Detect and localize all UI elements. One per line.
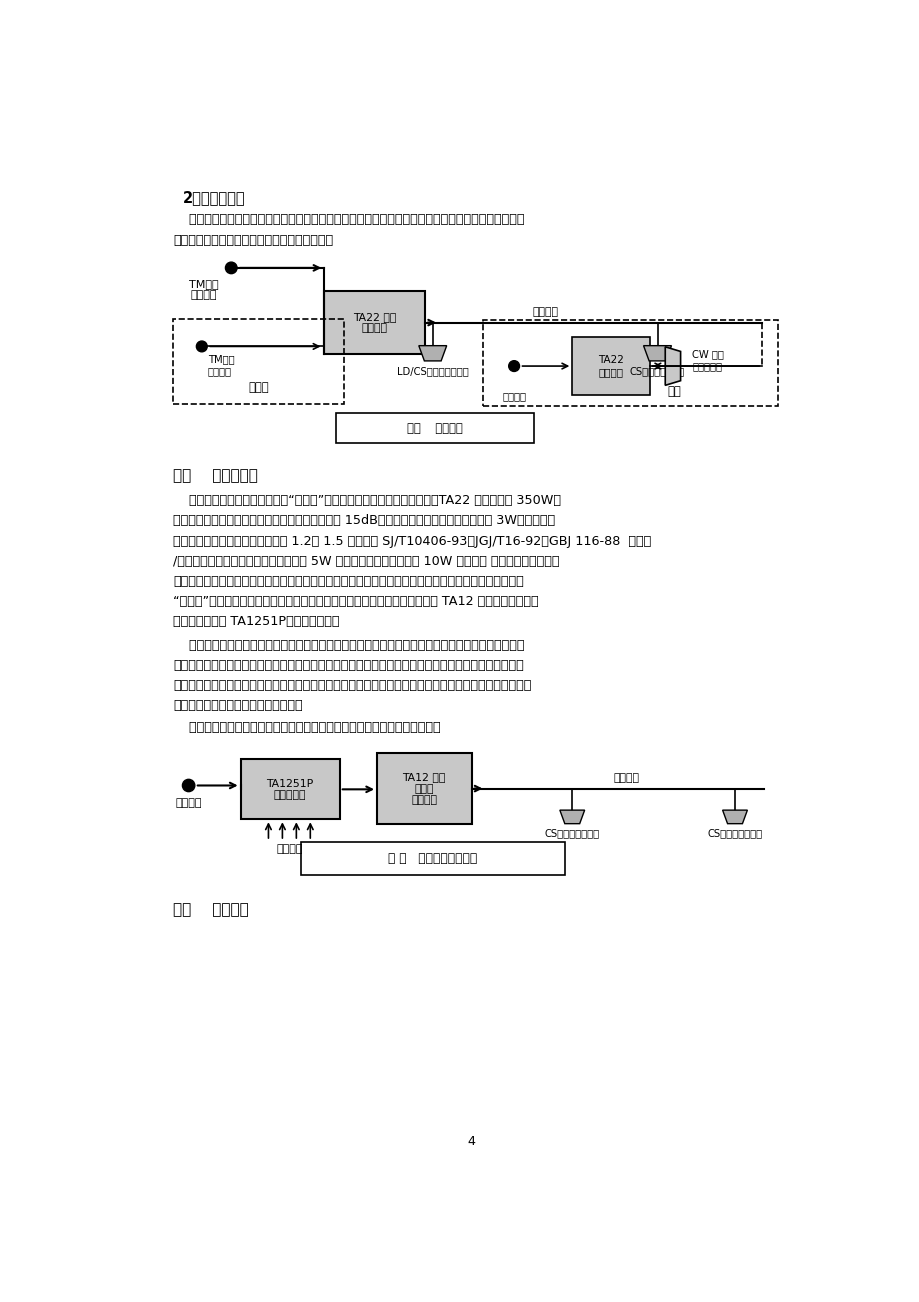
Text: 图六    终端扩展: 图六 终端扩展 <box>406 422 462 435</box>
Circle shape <box>182 780 195 792</box>
Text: /标准）。通常一个天花扬声器的功率在 5W 左右；广播音柱的功率在 10W 到几十瓦 之间；校园草地音算: /标准）。通常一个天花扬声器的功率在 5W 左右；广播音柱的功率在 10W 到几… <box>173 555 559 568</box>
Bar <box>335 413 533 444</box>
Text: CS系列广播扬声器: CS系列广播扬声器 <box>544 828 599 838</box>
Text: CS系列广播扬声器: CS系列广播扬声器 <box>630 366 685 376</box>
Text: 话筒，则校长可以随时插话。系统结构如图六。: 话筒，则校长可以随时插话。系统结构如图六。 <box>173 234 333 247</box>
Text: 一台前置放大器 TA1251P，如图七所示。: 一台前置放大器 TA1251P，如图七所示。 <box>173 616 339 629</box>
Text: TM系列
广播话筒: TM系列 广播话筒 <box>189 279 219 301</box>
Text: TA22
教室功放: TA22 教室功放 <box>597 355 623 376</box>
Polygon shape <box>664 346 680 385</box>
Text: CS系列广播扬声器: CS系列广播扬声器 <box>707 828 762 838</box>
Text: 广播系统的前置放大器不同于普通音响的前置放大器，主要是其输入接口有优先排序。在公共广播系: 广播系统的前置放大器不同于普通音响的前置放大器，主要是其输入接口有优先排序。在公… <box>173 638 524 651</box>
Text: TA12 系列
纯后级
广播功放: TA12 系列 纯后级 广播功放 <box>403 772 446 805</box>
Polygon shape <box>721 810 746 824</box>
Text: 4: 4 <box>467 1135 475 1148</box>
Bar <box>482 320 777 406</box>
Bar <box>173 319 344 404</box>
Text: 由几十至百余瓦；用于广场（操场）扩声的号角，功率从几十瓦到几百瓦不等。所以对于比较大的学校，: 由几十至百余瓦；用于广场（操场）扩声的号角，功率从几十瓦到几百瓦不等。所以对于比… <box>173 575 523 589</box>
Bar <box>301 842 564 875</box>
Text: - - - - - -: - - - - - - <box>628 781 678 796</box>
Polygon shape <box>643 345 671 361</box>
Text: 四、    大功率系统: 四、 大功率系统 <box>173 469 257 483</box>
Text: 广播线路: 广播线路 <box>531 307 558 318</box>
Text: LD/CS系列广播扬声器: LD/CS系列广播扬声器 <box>396 366 468 376</box>
Text: 图 七   大功率的广播系统: 图 七 大功率的广播系统 <box>388 852 477 865</box>
Text: TA1251P
前置放大器: TA1251P 前置放大器 <box>267 779 313 801</box>
Text: 的功率容量不小于扬声器总功率的 1.2～ 1.5 倍（详见 SJ/T10406-93，JGJ/T16-92，GBJ 116-88  等规范: 的功率容量不小于扬声器总功率的 1.2～ 1.5 倍（详见 SJ/T10406-… <box>173 535 651 548</box>
Text: 按照有关规程规定，广播服务区的信噪比不应小于 15dB，每一个广播扬声器的功率不小于 3W，广播功放: 按照有关规程规定，广播服务区的信噪比不应小于 15dB，每一个广播扬声器的功率不… <box>173 514 555 527</box>
Text: 所以它应有权中断（掩盖）警报信号。: 所以它应有权中断（掩盖）警报信号。 <box>173 699 302 712</box>
Circle shape <box>196 341 207 352</box>
Bar <box>572 337 649 395</box>
Text: CW 系列
教室扬声器: CW 系列 教室扬声器 <box>692 349 723 371</box>
Polygon shape <box>418 345 447 361</box>
Text: TM系列
钟声话筒: TM系列 钟声话筒 <box>208 354 234 376</box>
Text: 教室: 教室 <box>667 384 681 397</box>
Text: 在教室中设置一台教室功放，供教师扩声用。把广播线路接入教室功放，同时在校长室配置一只钟声: 在教室中设置一台教室功放，供教师扩声用。把广播线路接入教室功放，同时在校长室配置… <box>173 214 524 227</box>
Text: 教师话筒: 教师话筒 <box>502 391 526 401</box>
Text: 该系统的其他音源设备可参照图二配置；偈需自动定时，可参照图四配置。: 该系统的其他音源设备可参照图二配置；偈需自动定时，可参照图四配置。 <box>173 721 440 734</box>
Text: 优先等级排序大致与上文顺序相同。警报信号的优先权是无庸置疑的，而紧急话筒可能用于事故临场指挥，: 优先等级排序大致与上文顺序相同。警报信号的优先权是无庸置疑的，而紧急话筒可能用于… <box>173 678 531 691</box>
Text: 校长室: 校长室 <box>248 380 268 393</box>
Text: - - - - - -: - - - - - - <box>511 315 562 329</box>
Text: TA22 系列
广播功放: TA22 系列 广播功放 <box>353 311 396 333</box>
Bar <box>377 753 471 824</box>
Text: 广播话筒: 广播话筒 <box>176 798 201 807</box>
Text: 以上系统的广播功放属于所谓“前后级”功放。这类功放的功率一般不大。TA22 系列最大为 350W。: 以上系统的广播功放属于所谓“前后级”功放。这类功放的功率一般不大。TA22 系列… <box>173 495 561 508</box>
Text: 五、    最小系统: 五、 最小系统 <box>173 902 249 917</box>
Text: “前后级”功放的功率可能不够。这时需要使用功率较大的纯后级广播功放，如 TA12 系列。为此须增设: “前后级”功放的功率可能不够。这时需要使用功率较大的纯后级广播功放，如 TA12… <box>173 595 539 608</box>
Text: 广播线路: 广播线路 <box>613 773 639 784</box>
Text: 2、后端的扩展: 2、后端的扩展 <box>183 190 245 206</box>
Bar <box>323 290 425 354</box>
Circle shape <box>225 262 237 273</box>
Circle shape <box>508 361 519 371</box>
Text: 其他音源: 其他音源 <box>277 844 303 854</box>
Bar <box>240 759 339 819</box>
Text: 统中，紧急用的话筒、警报信号、报时钟声、寻呼、其他节目等显然应有不同的优先等级。一般地说，其: 统中，紧急用的话筒、警报信号、报时钟声、寻呼、其他节目等显然应有不同的优先等级。… <box>173 659 523 672</box>
Polygon shape <box>560 810 584 824</box>
